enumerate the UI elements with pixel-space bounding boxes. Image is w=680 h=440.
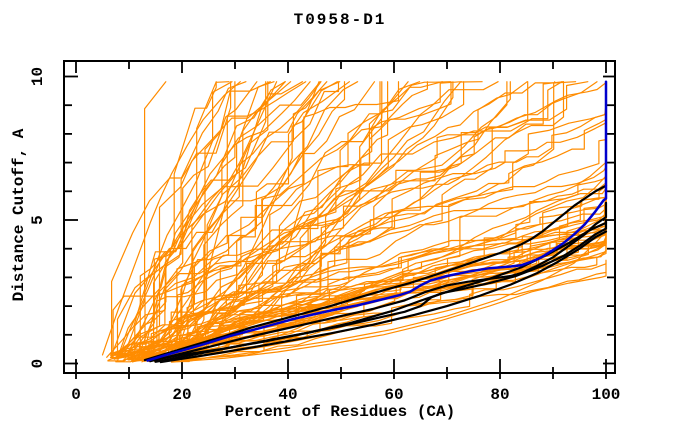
orange-prediction-curve <box>169 81 269 357</box>
orange-prediction-curve <box>131 81 443 362</box>
orange-prediction-curve <box>164 81 508 358</box>
black-curve <box>149 221 608 362</box>
orange-prediction-curve <box>158 175 607 362</box>
y-tick-label: 10 <box>29 67 47 86</box>
x-tick-label: 0 <box>71 386 81 404</box>
orange-prediction-curve <box>109 81 465 355</box>
orange-prediction-curve <box>176 81 271 355</box>
blue-curve <box>146 80 608 362</box>
black-curve <box>159 230 608 364</box>
black-curve <box>149 201 608 363</box>
orange-prediction-curve <box>170 259 607 363</box>
orange-prediction-curve <box>107 81 233 361</box>
orange-prediction-curve <box>181 81 483 359</box>
x-tick-label: 20 <box>172 386 191 404</box>
black-curve <box>143 184 608 362</box>
orange-prediction-curve <box>111 109 607 360</box>
x-tick-label: 40 <box>278 386 297 404</box>
orange-prediction-curve <box>153 81 217 359</box>
orange-prediction-curve <box>121 81 400 358</box>
x-tick-label: 100 <box>592 386 621 404</box>
orange-prediction-curve <box>110 81 232 358</box>
orange-prediction-curve <box>109 81 607 359</box>
orange-prediction-curve <box>181 81 607 362</box>
orange-prediction-curve <box>106 81 286 358</box>
orange-prediction-curve <box>181 81 563 357</box>
orange-prediction-curve <box>117 81 275 357</box>
chart-title: T0958-D1 <box>293 11 387 29</box>
orange-prediction-curve <box>141 81 340 363</box>
orange-prediction-curve <box>110 81 247 357</box>
y-tick-label: 5 <box>29 215 47 225</box>
orange-prediction-curve <box>135 81 258 362</box>
orange-prediction-curve <box>139 81 409 362</box>
orange-prediction-curve <box>128 81 577 361</box>
orange-prediction-curve <box>115 81 598 363</box>
orange-prediction-curve <box>126 81 286 356</box>
orange-prediction-curve <box>178 81 511 357</box>
orange-prediction-curve <box>117 81 556 355</box>
orange-prediction-curve <box>141 81 278 360</box>
orange-prediction-curve <box>134 81 421 361</box>
y-tick-label: 0 <box>29 359 47 369</box>
plot-frame <box>63 60 616 374</box>
orange-prediction-curve <box>110 81 451 359</box>
orange-prediction-curve <box>116 81 346 357</box>
orange-prediction-curve <box>154 166 607 361</box>
orange-prediction-curve <box>145 81 607 356</box>
orange-prediction-curve <box>115 81 499 360</box>
orange-prediction-curve <box>160 81 376 360</box>
y-axis-label: Distance Cutoff, A <box>10 128 28 302</box>
x-axis-label: Percent of Residues (CA) <box>224 403 456 421</box>
x-tick-label: 80 <box>490 386 509 404</box>
orange-prediction-curve <box>101 81 241 356</box>
x-tick-label: 60 <box>384 386 403 404</box>
orange-prediction-curve <box>177 81 565 361</box>
